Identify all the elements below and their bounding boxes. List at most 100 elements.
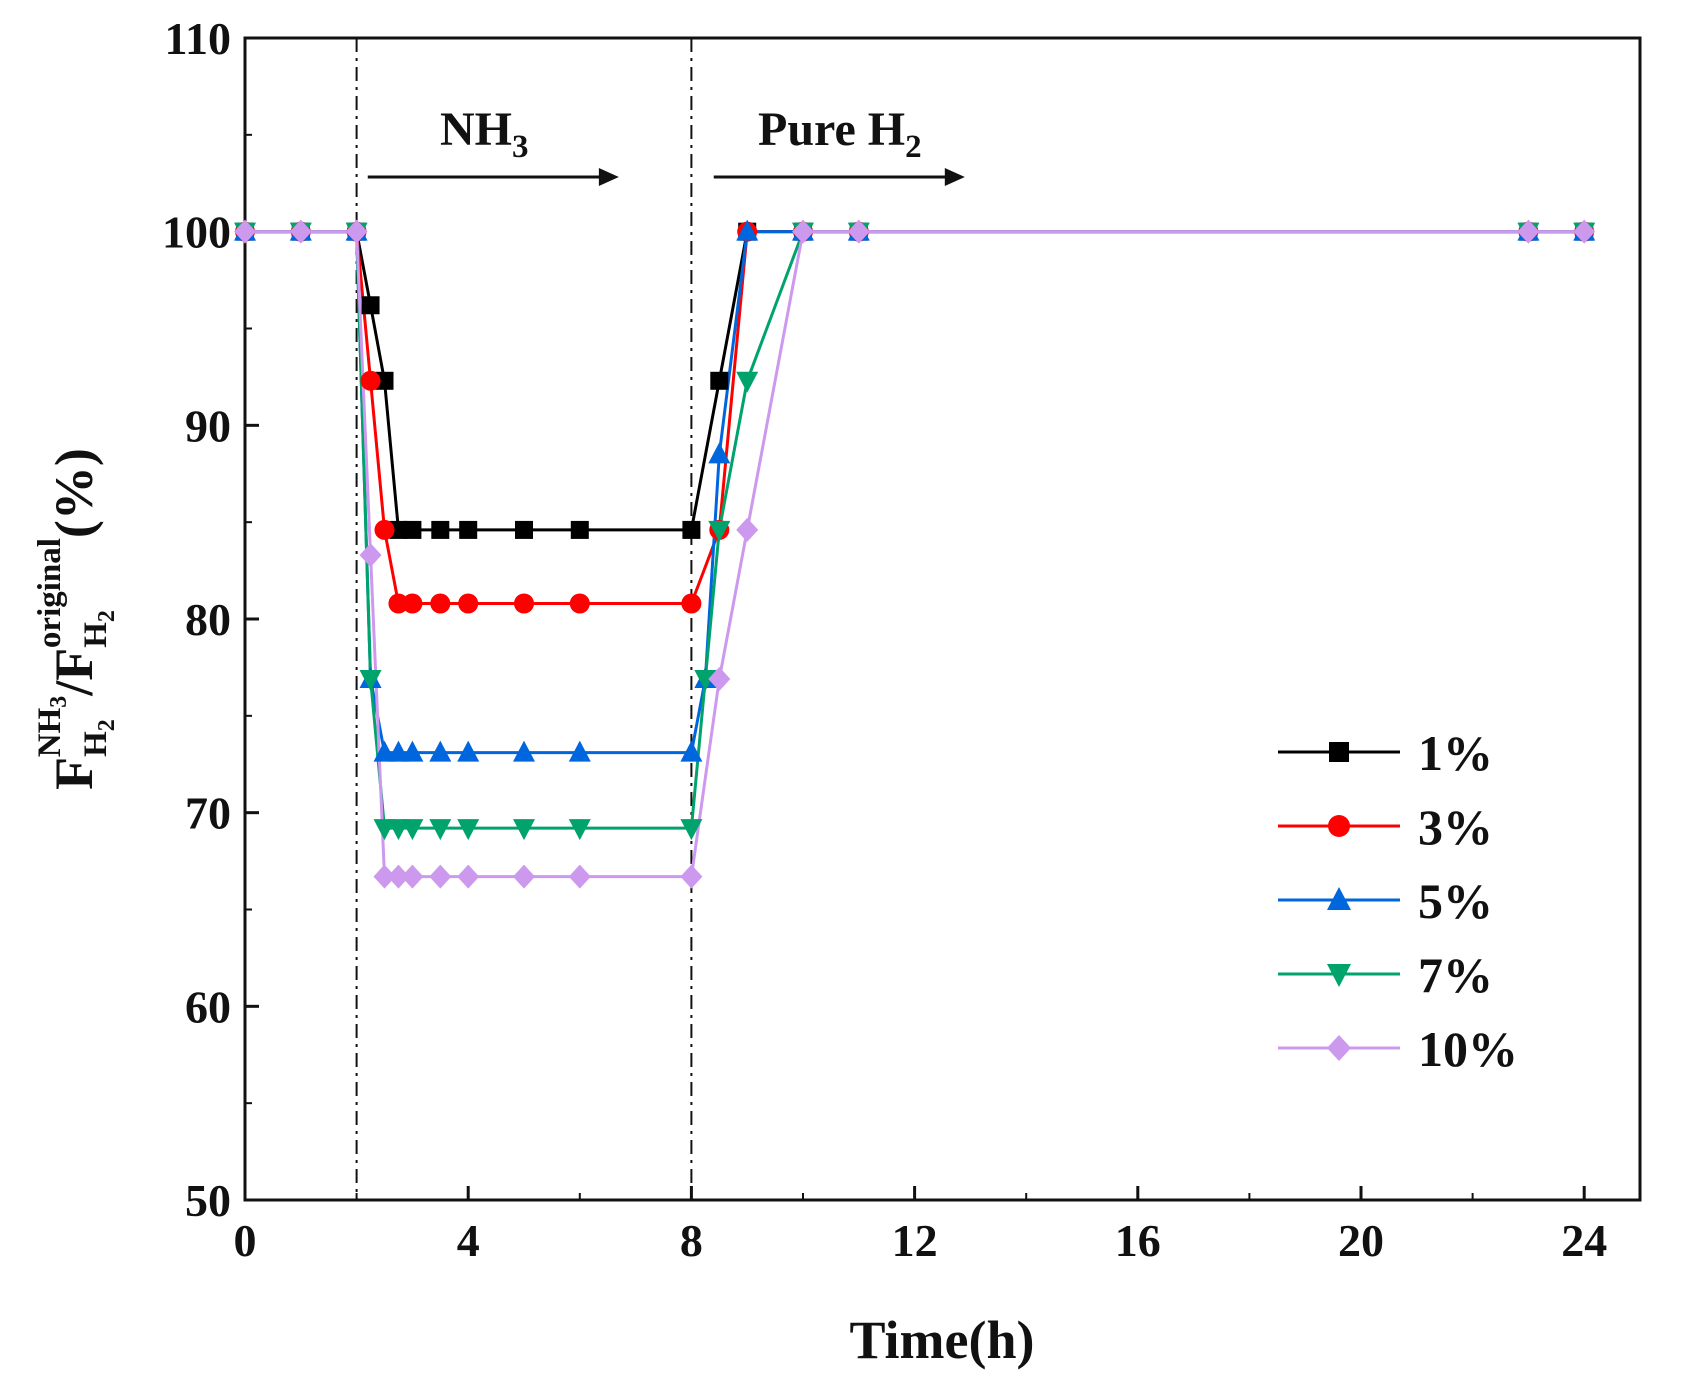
y-tick-label: 50: [185, 1175, 231, 1226]
data-point: [459, 520, 478, 539]
x-tick-label: 16: [1115, 1215, 1161, 1266]
data-point: [792, 219, 814, 244]
data-point: [457, 740, 480, 762]
y-title-sub2b: 2: [94, 610, 120, 622]
data-point: [403, 520, 422, 539]
y-tick-label: 60: [185, 981, 231, 1032]
data-point: [708, 667, 731, 692]
y-title-slash: /F: [44, 648, 104, 697]
y-title-sup1: NH: [32, 707, 68, 757]
series-line-1: [245, 230, 1585, 532]
y-tick-label: 110: [165, 13, 231, 64]
legend-marker: [1329, 742, 1349, 762]
y-title-sup1b: 3: [46, 696, 72, 708]
x-axis-ticks: 0 4 8 12 16 20 24: [234, 1186, 1607, 1266]
phase-divider-lines: [355, 38, 693, 1200]
data-point: [401, 819, 424, 841]
data-point: [680, 819, 703, 841]
data-point: [359, 670, 382, 692]
data-point: [373, 864, 396, 889]
data-point: [514, 593, 534, 614]
data-point: [736, 517, 759, 542]
series-line-5: [245, 230, 1585, 879]
x-tick-label: 12: [892, 1215, 938, 1266]
y-title-sub1b: 2: [94, 719, 120, 731]
series-line-2: [245, 230, 1585, 606]
data-point: [373, 740, 396, 762]
series-lines: [245, 230, 1585, 879]
data-point: [431, 520, 450, 539]
data-point: [513, 864, 535, 889]
series-line-3: [245, 230, 1585, 755]
legend-label: 1%: [1418, 725, 1493, 781]
data-point: [401, 864, 424, 889]
data-point: [513, 740, 535, 762]
legend-marker: [1327, 887, 1351, 910]
data-point: [401, 740, 424, 762]
data-point: [568, 740, 591, 762]
x-tick-label: 8: [680, 1215, 703, 1266]
x-tick-label: 0: [234, 1215, 257, 1266]
data-point: [430, 593, 451, 614]
legend-marker: [1327, 1035, 1351, 1061]
data-point: [694, 670, 717, 692]
data-point: [289, 219, 312, 244]
y-tick-label: 100: [162, 207, 231, 258]
y-axis-title: FH2NH3/FH2original(%): [32, 448, 120, 790]
data-point: [429, 740, 452, 762]
y-tick-label: 90: [185, 400, 231, 451]
data-point: [387, 740, 410, 762]
svg-text:FH2NH3/FH2original(%): FH2NH3/FH2original(%): [32, 448, 120, 790]
data-point: [389, 520, 408, 539]
legend-marker: [1328, 815, 1350, 837]
y-title-f: F: [44, 757, 104, 790]
annotation-pure-h2: Pure H2: [758, 103, 922, 165]
y-tick-label: 70: [185, 788, 231, 839]
data-point: [387, 819, 410, 841]
data-point: [680, 740, 703, 762]
data-point: [736, 371, 759, 393]
legend-marker: [1327, 964, 1351, 987]
data-point: [1573, 219, 1596, 244]
x-tick-label: 24: [1561, 1215, 1607, 1266]
data-point: [681, 593, 702, 614]
y-axis-ticks: 50 60 70 80 90 100 110: [162, 13, 259, 1226]
data-point: [515, 520, 533, 539]
data-point: [458, 593, 479, 614]
data-point: [847, 219, 870, 244]
data-point: [457, 864, 480, 889]
data-point: [736, 219, 759, 241]
annotation-nh3: NH3: [440, 103, 529, 165]
phase-annotations: NH3 Pure H2: [440, 103, 922, 165]
data-point: [345, 219, 368, 244]
x-tick-label: 20: [1338, 1215, 1384, 1266]
data-point: [375, 371, 394, 390]
annotation-arrow-head: [598, 168, 619, 186]
data-point: [374, 519, 395, 540]
data-point: [570, 520, 589, 539]
y-title-sup2: original: [32, 538, 68, 648]
data-point: [402, 593, 423, 614]
data-point: [708, 442, 731, 464]
legend-label: 7%: [1418, 947, 1493, 1003]
data-point: [568, 864, 591, 889]
data-point: [388, 593, 409, 614]
data-point: [373, 819, 396, 841]
y-title-sub2: H: [78, 622, 114, 648]
data-point: [710, 371, 729, 390]
data-point: [680, 864, 703, 889]
legend-label: 10%: [1418, 1021, 1518, 1077]
data-point: [682, 520, 701, 539]
data-point: [568, 819, 591, 841]
data-point: [234, 219, 256, 244]
y-title-sub1: H: [78, 731, 114, 757]
data-point: [569, 593, 590, 614]
data-point: [361, 296, 380, 315]
data-point: [708, 520, 731, 542]
legend-label: 3%: [1418, 799, 1493, 855]
legend-label: 5%: [1418, 873, 1493, 929]
y-tick-label: 80: [185, 594, 231, 645]
data-point: [387, 864, 410, 889]
y-title-unit: (%): [44, 448, 104, 538]
